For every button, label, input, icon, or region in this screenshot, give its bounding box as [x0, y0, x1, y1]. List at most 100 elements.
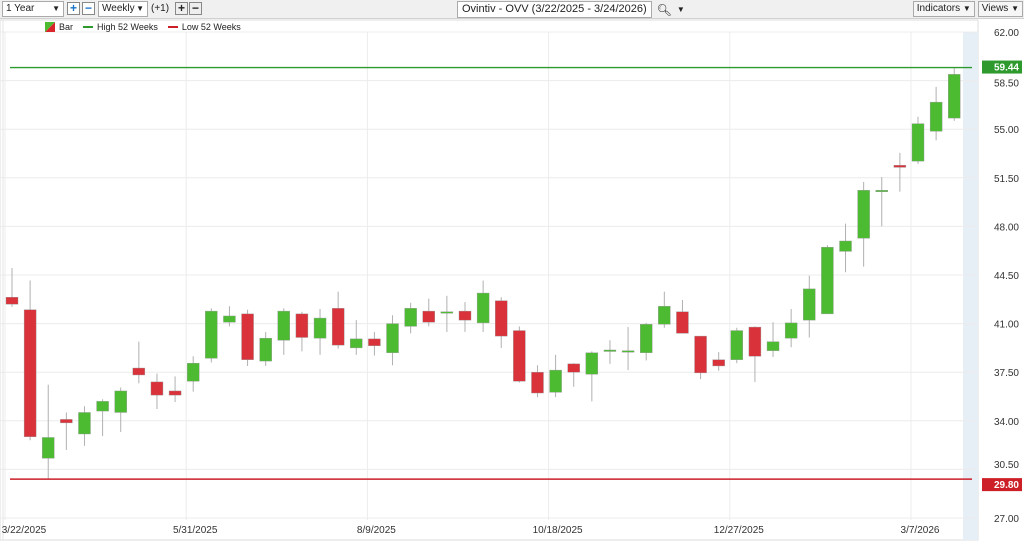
chevron-down-icon: ▼: [52, 4, 60, 13]
search-icon[interactable]: 🔍︎: [656, 2, 672, 17]
range-select[interactable]: 1 Year ▼: [2, 1, 64, 17]
candle-down: [5, 297, 19, 305]
y-tick-label: 51.50: [994, 174, 1019, 185]
high-52w-label: 59.44: [994, 63, 1019, 74]
candle-up: [875, 190, 888, 192]
x-tick-label: 3/7/2026: [901, 525, 940, 536]
candle-down: [748, 326, 762, 357]
candle-down: [132, 367, 146, 376]
candle-down: [513, 330, 526, 382]
candle-up: [404, 308, 417, 327]
candle-down: [368, 338, 381, 347]
candle-down: [531, 372, 544, 394]
y-tick-label: 44.50: [994, 271, 1019, 282]
views-button[interactable]: Views ▼: [977, 1, 1023, 17]
candle-up: [948, 74, 961, 119]
bar-icon: [45, 22, 55, 32]
indicators-button[interactable]: Indicators ▼: [912, 1, 975, 17]
y-tick-label: 58.50: [994, 79, 1019, 90]
y-tick-label: 30.50: [994, 460, 1019, 471]
chevron-down-icon: ▼: [962, 4, 971, 13]
zoom-in-button[interactable]: +: [67, 2, 80, 15]
chevron-down-icon: ▼: [1011, 4, 1019, 13]
candle-down: [712, 359, 725, 367]
current-period-band: [963, 32, 978, 540]
candle-up: [803, 288, 816, 321]
x-tick-label: 3/22/2025: [2, 525, 47, 536]
offset-minus-button[interactable]: −: [189, 2, 202, 15]
high-52w-badge: [982, 60, 1022, 74]
legend-low-52w: Low 52 Weeks: [167, 22, 241, 32]
candle-down: [295, 313, 309, 338]
candle-down: [422, 310, 435, 323]
y-tick-label: 37.50: [994, 368, 1019, 379]
candle-up: [386, 323, 399, 353]
candle-up: [440, 311, 454, 314]
symbol-group: Ovintiv - OVV (3/22/2025 - 3/24/2026) 🔍︎…: [457, 1, 685, 18]
candle-up: [766, 341, 780, 351]
candle-down: [60, 419, 73, 424]
plot-area: [0, 19, 979, 541]
candle-up: [78, 412, 91, 435]
x-tick-label: 8/9/2025: [357, 525, 396, 536]
offset-label: (+1): [151, 3, 170, 14]
low-52w-badge: [982, 478, 1022, 492]
candle-down: [150, 381, 164, 396]
legend: Bar High 52 Weeks Low 52 Weeks: [45, 22, 241, 32]
y-tick-label: 55.00: [994, 125, 1019, 136]
candle-up: [42, 437, 55, 459]
candle-down: [495, 300, 508, 337]
candle-up: [621, 350, 635, 353]
y-tick-label: 27.00: [994, 514, 1019, 525]
candle-up: [114, 390, 127, 413]
y-tick-label: 34.00: [994, 417, 1019, 428]
candle-up: [640, 324, 653, 353]
candle-up: [205, 310, 218, 359]
candle-up: [911, 123, 925, 162]
candle-down: [241, 313, 254, 360]
candle-up: [476, 292, 490, 324]
candle-down: [168, 390, 182, 396]
candle-down: [676, 311, 689, 334]
candle-up: [186, 362, 200, 382]
y-tick-label: 62.00: [994, 28, 1019, 39]
x-tick-label: 10/18/2025: [533, 525, 583, 536]
candle-up: [784, 322, 798, 339]
candle-up: [603, 349, 617, 352]
candle-up: [259, 337, 272, 362]
candle-up: [313, 317, 327, 339]
candle-up: [658, 306, 671, 325]
candle-down: [331, 308, 345, 346]
candle-down: [458, 310, 472, 321]
x-tick-label: 5/31/2025: [173, 525, 218, 536]
legend-bar: Bar: [45, 22, 73, 32]
candle-up: [730, 330, 743, 360]
chevron-down-icon[interactable]: ▼: [676, 5, 685, 14]
candle-up: [857, 190, 870, 239]
candle-up: [350, 338, 363, 349]
candle-up: [549, 369, 562, 393]
low-52w-label: 29.80: [994, 480, 1019, 491]
candle-up: [821, 247, 834, 315]
candle-down: [567, 363, 580, 373]
interval-select[interactable]: Weekly ▼: [98, 1, 148, 17]
candle-down: [694, 335, 707, 374]
candle-up: [929, 101, 943, 132]
toolbar: 1 Year ▼ + − Weekly ▼ (+1) + − Ovintiv - O…: [0, 0, 1024, 19]
candle-up: [585, 352, 599, 375]
right-buttons: Indicators ▼ Views ▼: [912, 1, 1023, 17]
candle-up: [277, 310, 290, 341]
chevron-down-icon: ▼: [136, 4, 144, 13]
zoom-out-button[interactable]: −: [82, 2, 95, 15]
x-tick-label: 12/27/2025: [714, 525, 764, 536]
candle-up: [96, 401, 109, 412]
legend-high-52w: High 52 Weeks: [83, 22, 158, 32]
y-tick-label: 41.00: [994, 320, 1019, 331]
y-tick-label: 48.00: [994, 222, 1019, 233]
candle-up: [839, 240, 852, 252]
offset-plus-button[interactable]: +: [175, 2, 188, 15]
candle-up: [223, 315, 236, 323]
candle-down: [23, 309, 37, 437]
symbol-title[interactable]: Ovintiv - OVV (3/22/2025 - 3/24/2026): [457, 1, 652, 18]
